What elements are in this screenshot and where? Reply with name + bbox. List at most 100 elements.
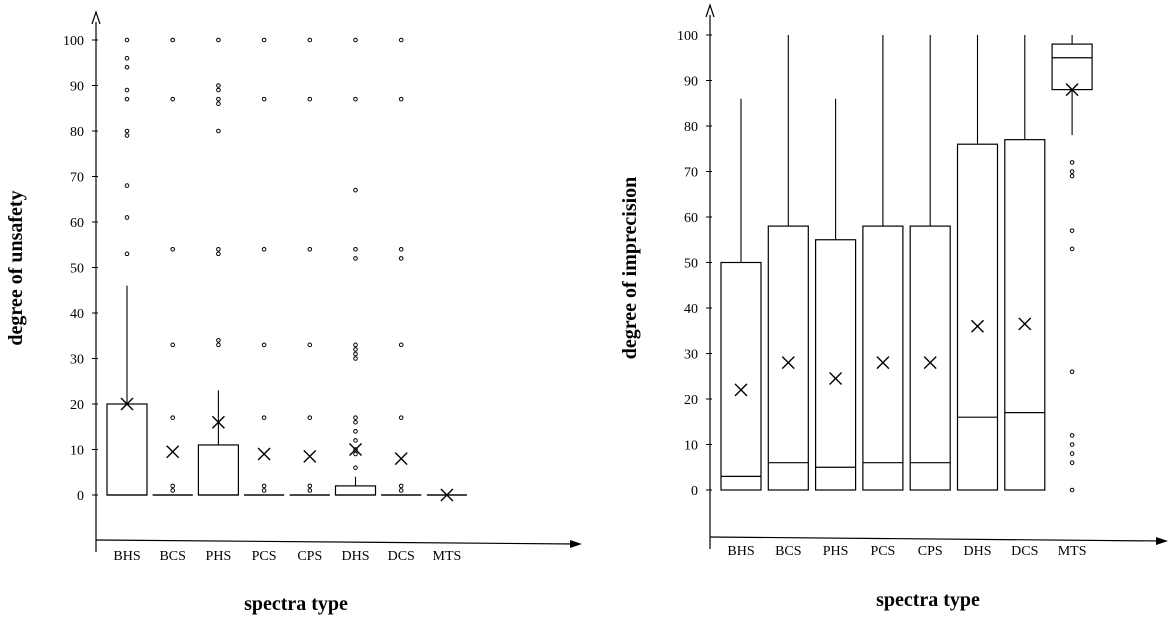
y-tick-label: 70 <box>684 166 698 181</box>
y-tick-label: 20 <box>70 398 84 413</box>
y-tick-label: 100 <box>63 34 84 49</box>
outlier-point <box>1069 173 1075 179</box>
mean-marker <box>394 452 408 466</box>
x-category-label: DCS <box>1011 544 1038 559</box>
y-tick-label: 70 <box>70 171 84 186</box>
y-tick-label: 0 <box>77 489 84 504</box>
outlier-point <box>307 342 313 348</box>
outlier-point <box>353 187 358 193</box>
y-axis-arrow <box>705 3 715 18</box>
x-category-label: DHS <box>963 544 991 559</box>
x-category-label: DCS <box>388 549 415 564</box>
outlier-point <box>216 83 221 88</box>
x-category-label: PHS <box>206 549 232 564</box>
outlier-point <box>261 488 267 493</box>
outlier-point <box>353 351 358 357</box>
y-tick-label: 50 <box>70 262 84 277</box>
outlier-point <box>307 483 313 489</box>
box-body <box>814 239 857 491</box>
outlier-point <box>1069 369 1075 375</box>
box-mts <box>426 488 467 502</box>
y-axis-title: degree of imprecision <box>619 177 641 360</box>
outlier-point <box>261 37 267 43</box>
outlier-point <box>170 415 175 420</box>
box-pcs <box>862 35 904 491</box>
outlier-point <box>1069 451 1075 456</box>
outlier-point <box>398 415 404 420</box>
x-category-label: CPS <box>297 549 322 564</box>
y-tick-label: 40 <box>70 307 84 322</box>
box-cps <box>289 37 330 496</box>
mean-marker <box>829 372 843 386</box>
box-body <box>1004 139 1046 491</box>
y-tick-label: 10 <box>684 439 698 454</box>
x-category-label: PCS <box>252 549 277 564</box>
outlier-point <box>170 37 175 43</box>
outlier-point <box>170 247 175 252</box>
mean-marker <box>257 447 271 461</box>
box-cps <box>909 35 951 491</box>
x-category-label: DHS <box>341 549 369 564</box>
outlier-point <box>398 247 404 252</box>
mean-marker <box>303 449 317 463</box>
outlier-point <box>398 96 404 102</box>
outlier-point <box>1069 246 1075 252</box>
outlier-point <box>124 251 130 257</box>
box-body <box>334 485 377 496</box>
y-tick-label: 100 <box>677 29 698 44</box>
y-tick-label: 40 <box>684 302 698 317</box>
outlier-point <box>353 256 358 261</box>
mean-marker <box>1018 317 1032 331</box>
x-axis-title: spectra type <box>876 589 980 611</box>
outlier-point <box>170 483 175 489</box>
box-bhs <box>720 98 762 491</box>
mean-marker <box>166 445 180 459</box>
outlier-point <box>124 133 130 138</box>
outlier-point <box>124 183 130 188</box>
x-axis-line <box>95 539 577 545</box>
x-category-label: CPS <box>918 544 943 559</box>
box-body <box>862 225 904 491</box>
mean-marker <box>971 319 984 333</box>
x-category-label: BCS <box>775 544 801 559</box>
outlier-point <box>216 101 221 106</box>
outlier-point <box>353 356 358 361</box>
outlier-point <box>1069 487 1075 493</box>
box-dcs <box>1004 35 1046 491</box>
mean-marker <box>440 488 454 502</box>
outlier-point <box>307 488 313 493</box>
outlier-point <box>261 247 267 252</box>
outlier-point <box>307 37 313 43</box>
x-category-label: MTS <box>433 549 462 564</box>
x-axis-arrow <box>570 540 582 548</box>
outlier-point <box>170 96 175 102</box>
outlier-point <box>398 37 404 43</box>
y-axis-title: degree of unsafety <box>5 190 27 345</box>
outlier-point <box>1069 442 1075 447</box>
outlier-point <box>1069 169 1075 174</box>
outlier-point <box>1069 433 1075 438</box>
outlier-point <box>216 342 221 348</box>
box-bcs <box>767 35 809 491</box>
outlier-point <box>216 128 221 134</box>
outlier-point <box>353 451 358 457</box>
y-tick-label: 0 <box>691 484 698 499</box>
mean-marker <box>211 415 225 429</box>
box-body <box>106 403 148 496</box>
x-axis-line <box>709 536 1163 542</box>
outlier-point <box>261 96 267 102</box>
outlier-point <box>353 96 358 102</box>
box-body <box>767 225 809 491</box>
box-body <box>1051 43 1093 91</box>
outlier-point <box>170 488 175 493</box>
outlier-point <box>353 342 358 348</box>
outlier-point <box>124 65 130 70</box>
outlier-point <box>216 247 221 252</box>
mean-marker <box>876 356 890 370</box>
outlier-point <box>261 483 267 489</box>
mean-marker <box>1065 83 1079 97</box>
mean-marker <box>781 356 795 370</box>
y-tick-label: 90 <box>684 75 698 90</box>
outlier-point <box>353 438 358 443</box>
x-category-label: BHS <box>113 549 140 564</box>
